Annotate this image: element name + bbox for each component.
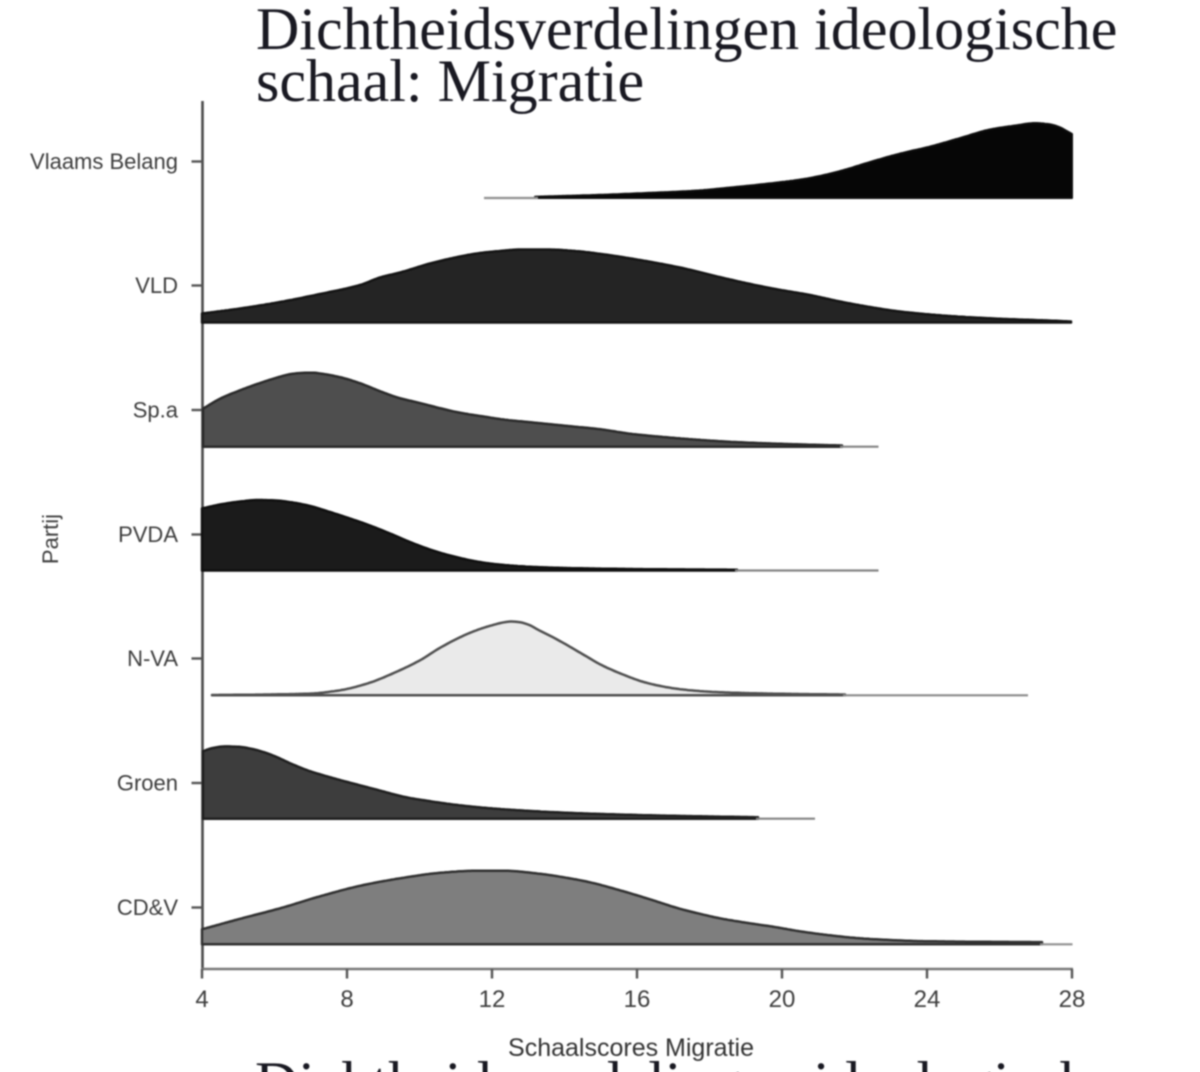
svg-text:28: 28 bbox=[1059, 986, 1086, 1013]
svg-text:VLD: VLD bbox=[135, 273, 178, 298]
svg-text:20: 20 bbox=[769, 986, 796, 1013]
svg-text:Groen: Groen bbox=[117, 771, 178, 796]
svg-text:N-VA: N-VA bbox=[127, 646, 178, 671]
svg-text:Sp.a: Sp.a bbox=[133, 398, 179, 423]
svg-text:Schaalscores Migratie: Schaalscores Migratie bbox=[508, 1034, 754, 1062]
svg-text:4: 4 bbox=[195, 986, 208, 1013]
svg-text:24: 24 bbox=[914, 986, 941, 1013]
svg-text:8: 8 bbox=[340, 986, 353, 1013]
svg-text:PVDA: PVDA bbox=[118, 522, 178, 547]
svg-text:Vlaams Belang: Vlaams Belang bbox=[30, 149, 178, 174]
svg-text:Partij: Partij bbox=[38, 514, 63, 564]
svg-text:16: 16 bbox=[624, 986, 651, 1013]
svg-text:CD&V: CD&V bbox=[117, 895, 178, 920]
svg-text:12: 12 bbox=[479, 986, 506, 1013]
